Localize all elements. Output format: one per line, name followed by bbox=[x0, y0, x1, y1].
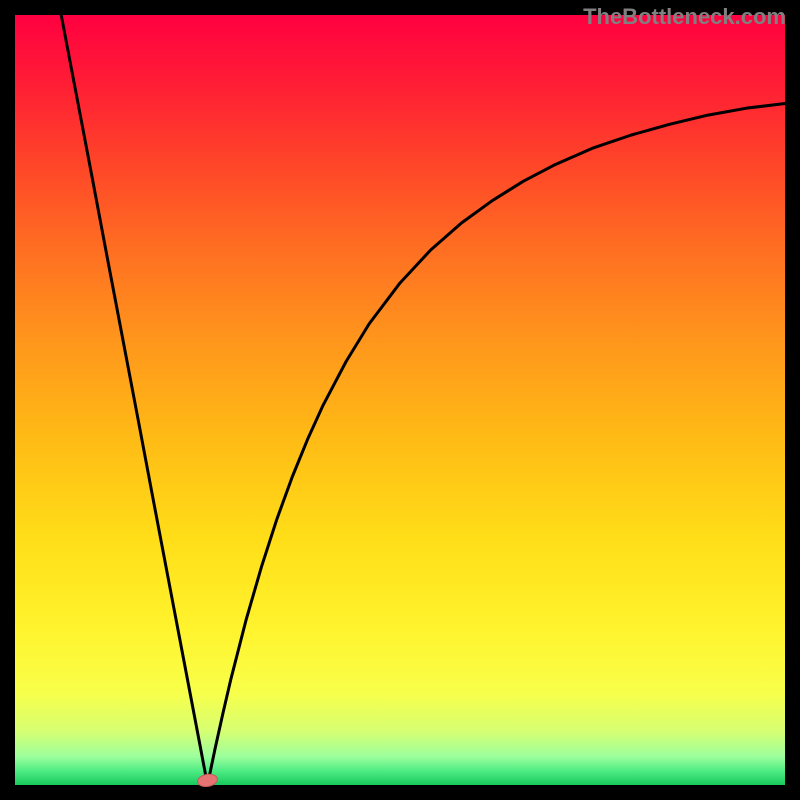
plot-background bbox=[15, 15, 785, 785]
bottleneck-chart bbox=[0, 0, 800, 800]
watermark-text: TheBottleneck.com bbox=[583, 4, 786, 30]
chart-container: TheBottleneck.com bbox=[0, 0, 800, 800]
